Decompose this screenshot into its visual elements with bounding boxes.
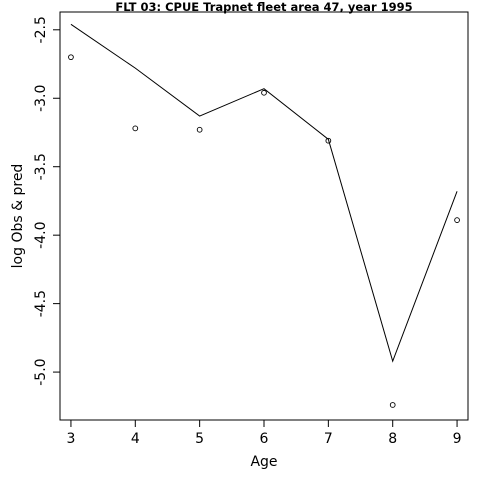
series-layer [68,23,460,408]
x-tick-label: 5 [195,431,204,447]
observed-point [389,402,396,408]
x-axis: 3 4 5 6 7 8 9 [66,420,462,447]
y-tick-label: -4.5 [33,290,49,317]
observed-point [261,89,267,96]
x-axis-label: Age [250,454,277,470]
x-tick-label: 8 [388,431,397,447]
y-tick-label: -3.5 [33,153,49,180]
x-tick-label: 9 [453,431,462,447]
observed-point [132,125,139,132]
predicted-line [70,23,458,363]
x-tick-label: 4 [131,431,140,447]
observed-point [325,137,332,144]
y-tick-label: -4.0 [33,222,49,249]
observed-point [454,217,460,223]
y-axis: -2.5 -3.0 -3.5 -4.0 -4.5 -5.0 [33,16,60,386]
plot-frame [59,11,469,421]
y-tick-label: -2.5 [33,16,49,43]
y-tick-label: -3.0 [33,85,49,112]
chart-title: FLT 03: CPUE Trapnet fleet area 47, year… [115,0,412,14]
observed-point [68,54,74,61]
y-axis-label: log Obs & pred [10,164,26,269]
observed-point [196,126,203,133]
y-tick-label: -5.0 [33,358,49,385]
x-tick-label: 7 [324,431,333,447]
x-tick-label: 3 [66,431,75,447]
x-tick-label: 6 [260,431,269,447]
